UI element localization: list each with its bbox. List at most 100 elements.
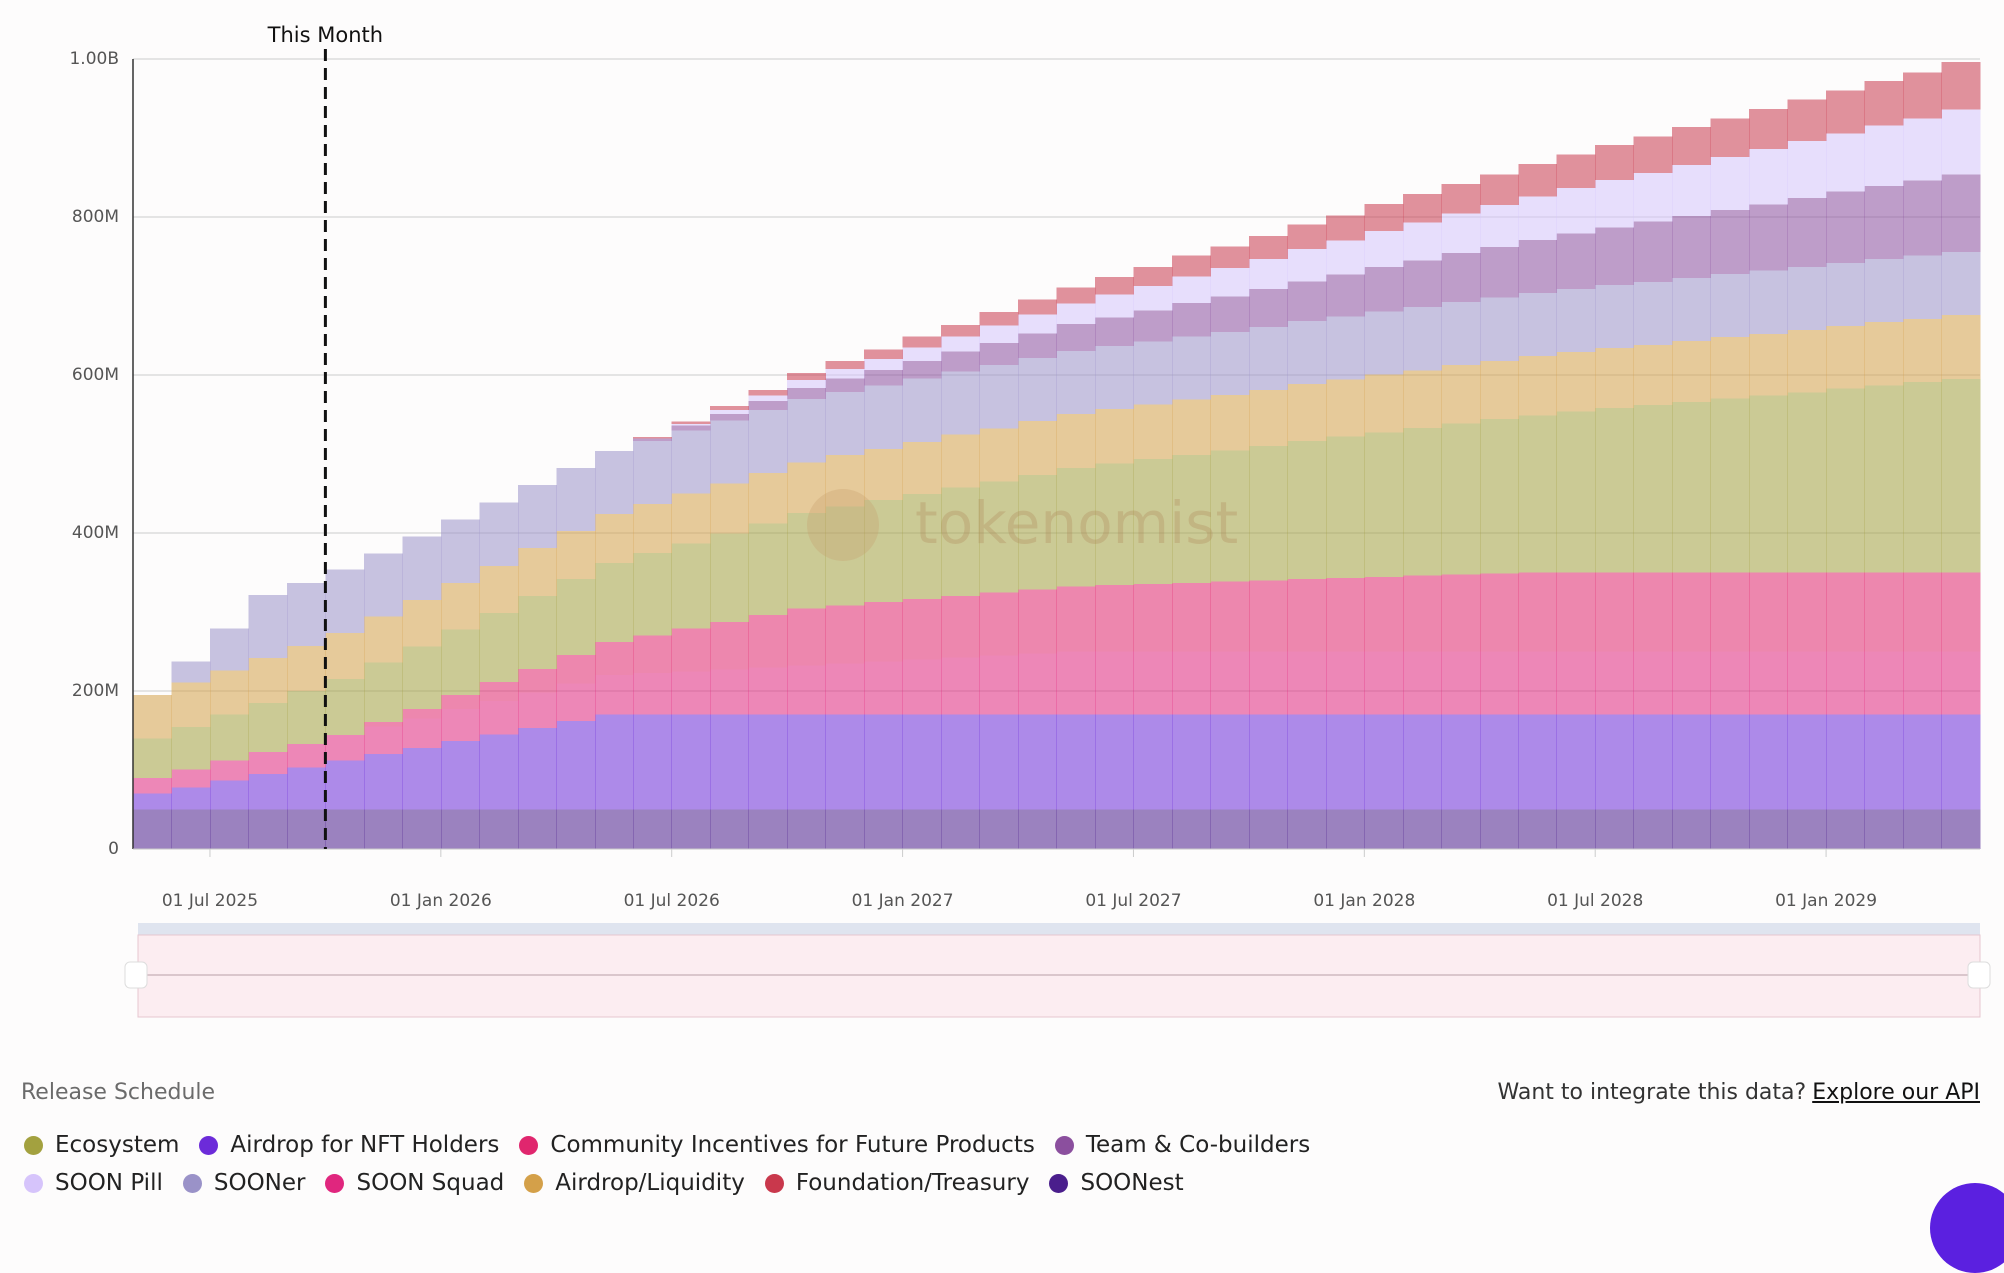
legend-item[interactable]: SOONest <box>1049 1170 1184 1196</box>
area-step <box>1672 277 1712 342</box>
area-step <box>1749 809 1789 849</box>
legend-swatch <box>24 1135 43 1155</box>
area-step <box>556 655 596 684</box>
area-step <box>1556 288 1596 353</box>
legend-item[interactable]: Ecosystem <box>24 1132 179 1158</box>
area-step <box>979 809 1019 849</box>
area-step <box>1518 415 1558 573</box>
area-step <box>517 596 557 669</box>
area-step <box>902 714 942 810</box>
area-step <box>1518 196 1558 240</box>
area-step <box>1864 809 1904 849</box>
area-step <box>902 361 942 379</box>
legend-label: Foundation/Treasury <box>795 1170 1030 1196</box>
area-step <box>825 809 865 849</box>
legend-item[interactable]: Airdrop for NFT Holders <box>199 1132 499 1158</box>
area-step <box>1556 187 1596 234</box>
area-step <box>1441 213 1481 253</box>
area-step <box>671 430 711 494</box>
area-step <box>864 714 904 810</box>
chat-button[interactable] <box>1930 1183 2004 1273</box>
area-step <box>594 642 634 676</box>
area-step <box>1094 714 1134 810</box>
area-step <box>1479 809 1519 849</box>
area-step <box>902 659 942 715</box>
area-step <box>825 369 865 379</box>
area-step <box>1710 337 1750 399</box>
area-step <box>633 635 673 674</box>
area-step <box>1595 284 1635 349</box>
navigator-scrollbar[interactable] <box>138 923 1980 935</box>
area-step <box>1749 333 1789 396</box>
area-step <box>825 455 865 507</box>
area-step <box>325 569 365 633</box>
legend-item[interactable]: SOON Pill <box>24 1170 163 1196</box>
area-step <box>1903 255 1943 319</box>
legend-item[interactable]: Airdrop/Liquidity <box>524 1170 745 1196</box>
area-step <box>1171 255 1211 277</box>
area-step <box>979 714 1019 810</box>
area-step <box>1018 474 1057 590</box>
area-step <box>209 809 249 849</box>
area-step <box>1710 651 1750 715</box>
api-prompt-row: Want to integrate this data? Explore our … <box>1498 1080 1981 1105</box>
area-step <box>1056 714 1096 810</box>
area-step <box>133 777 172 794</box>
area-step <box>1941 174 1981 252</box>
area-step <box>325 678 365 735</box>
navigator[interactable] <box>124 923 1991 1018</box>
legend-item[interactable]: Foundation/Treasury <box>764 1170 1030 1196</box>
area-step <box>248 658 288 704</box>
area-step <box>1133 310 1173 342</box>
api-link[interactable]: Explore our API <box>1812 1080 1980 1105</box>
area-step <box>440 694 480 710</box>
area-step <box>1402 260 1442 308</box>
area-step <box>1595 572 1635 652</box>
area-step <box>1633 344 1673 406</box>
area-step <box>748 667 788 715</box>
area-step <box>248 595 288 659</box>
area-step <box>1364 432 1404 577</box>
area-step <box>941 657 981 715</box>
legend-item[interactable]: Team & Co-builders <box>1054 1132 1310 1158</box>
area-step <box>1287 579 1327 652</box>
area-step <box>133 793 172 810</box>
area-step <box>402 708 442 719</box>
area-step <box>248 809 288 849</box>
navigator-handle[interactable] <box>124 961 148 989</box>
legend-item[interactable]: Community Incentives for Future Products <box>519 1132 1035 1158</box>
area-step <box>1056 350 1096 415</box>
area-step <box>1094 408 1134 464</box>
area-step <box>1325 809 1365 849</box>
area-step <box>402 747 442 810</box>
area-step <box>556 809 596 849</box>
area-step <box>1364 809 1404 849</box>
area-step <box>787 462 827 513</box>
area-step <box>671 628 711 672</box>
area-step <box>1672 572 1712 652</box>
area-step <box>1479 651 1519 715</box>
chart: tokenomist 0 200M 400M 600M 800M 1.00B 01 Jul … <box>69 23 1991 1018</box>
legend-item[interactable]: SOON Squad <box>325 1170 504 1196</box>
area-step <box>1094 345 1134 409</box>
area-step <box>1364 651 1404 715</box>
legend-swatch <box>519 1135 539 1155</box>
area-step <box>787 512 827 609</box>
legend-label: Airdrop/Liquidity <box>555 1170 745 1196</box>
area-step <box>1710 809 1750 849</box>
area-step <box>671 671 711 715</box>
y-tick-label: 1.00B <box>69 49 119 69</box>
page: {"chart_data": {"type": "stacked-step-ar… <box>21 23 2004 1273</box>
navigator-window[interactable] <box>137 934 1981 1018</box>
navigator-handle[interactable] <box>1967 961 1991 989</box>
legend-item[interactable]: SOONer <box>182 1170 305 1196</box>
area-step <box>1056 651 1096 715</box>
area-step <box>1633 281 1673 345</box>
area-step <box>864 602 904 662</box>
area-step <box>710 714 750 810</box>
area-step <box>1133 809 1173 849</box>
area-step <box>1056 809 1096 849</box>
section-title: Release Schedule <box>21 1080 216 1105</box>
area-step <box>864 809 904 849</box>
area-step <box>1248 235 1288 259</box>
